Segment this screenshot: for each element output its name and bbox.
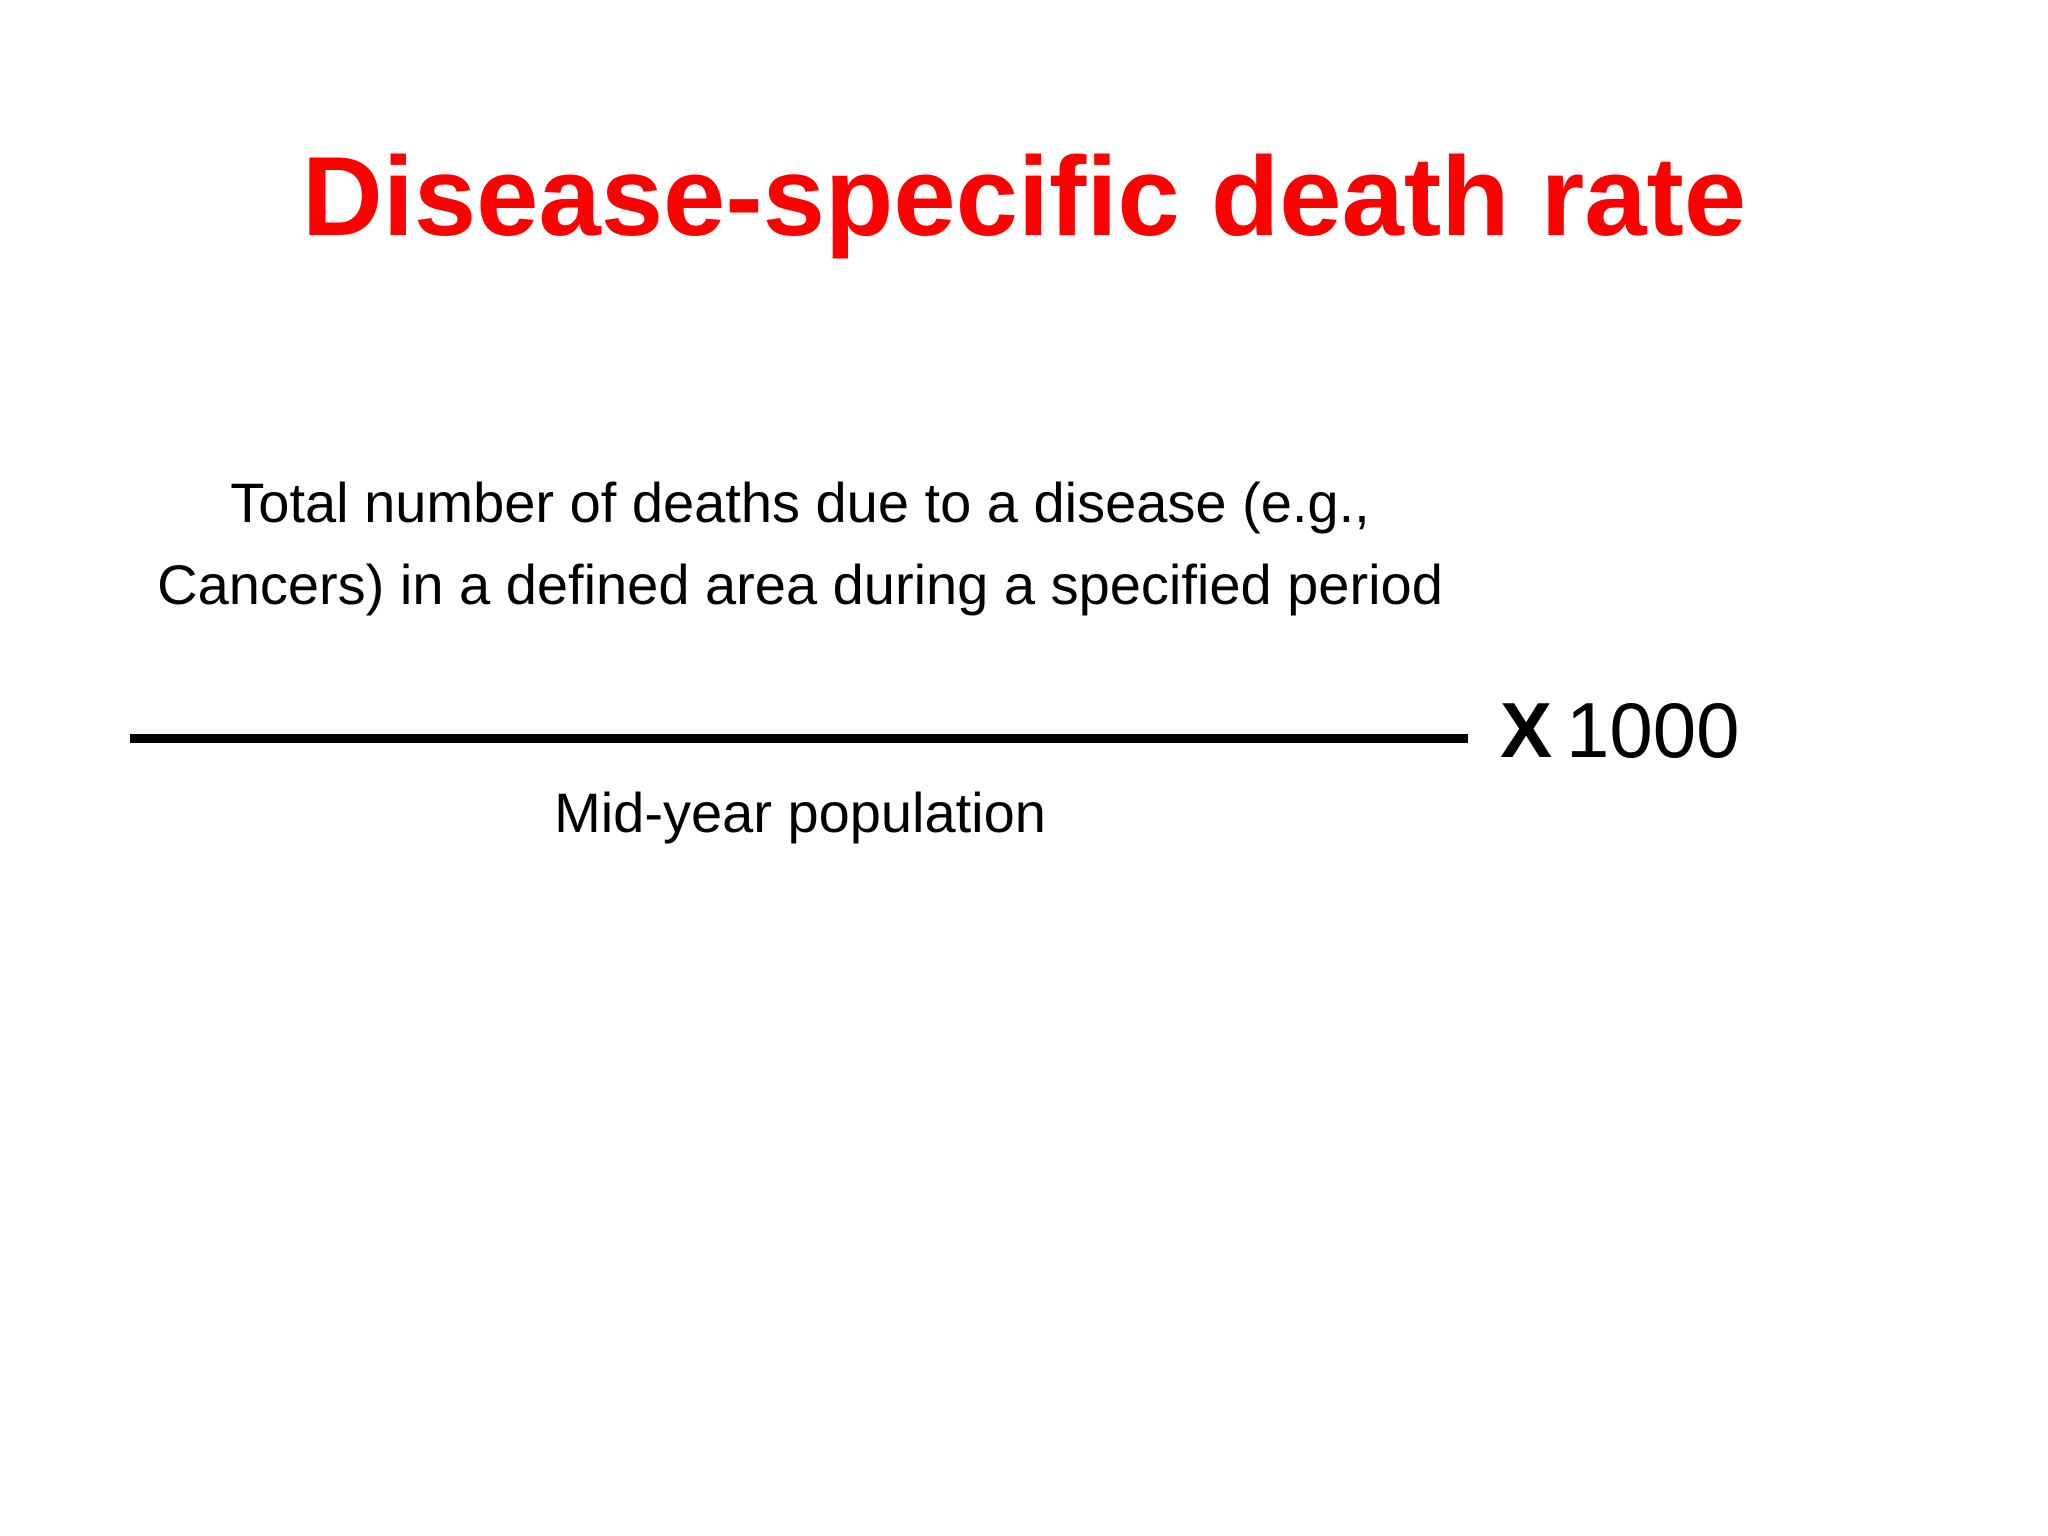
fraction-bar xyxy=(130,734,1468,743)
multiplier-sign: X xyxy=(1500,686,1553,774)
slide-title: Disease-specific death rate xyxy=(301,134,1747,259)
multiplier-value: 1000 xyxy=(1566,686,1740,774)
formula-denominator: Mid-year population xyxy=(554,781,1046,844)
formula-numerator: Total number of deaths due to a disease … xyxy=(157,471,1443,616)
formula-multiplier: X 1000 xyxy=(1500,680,1740,780)
